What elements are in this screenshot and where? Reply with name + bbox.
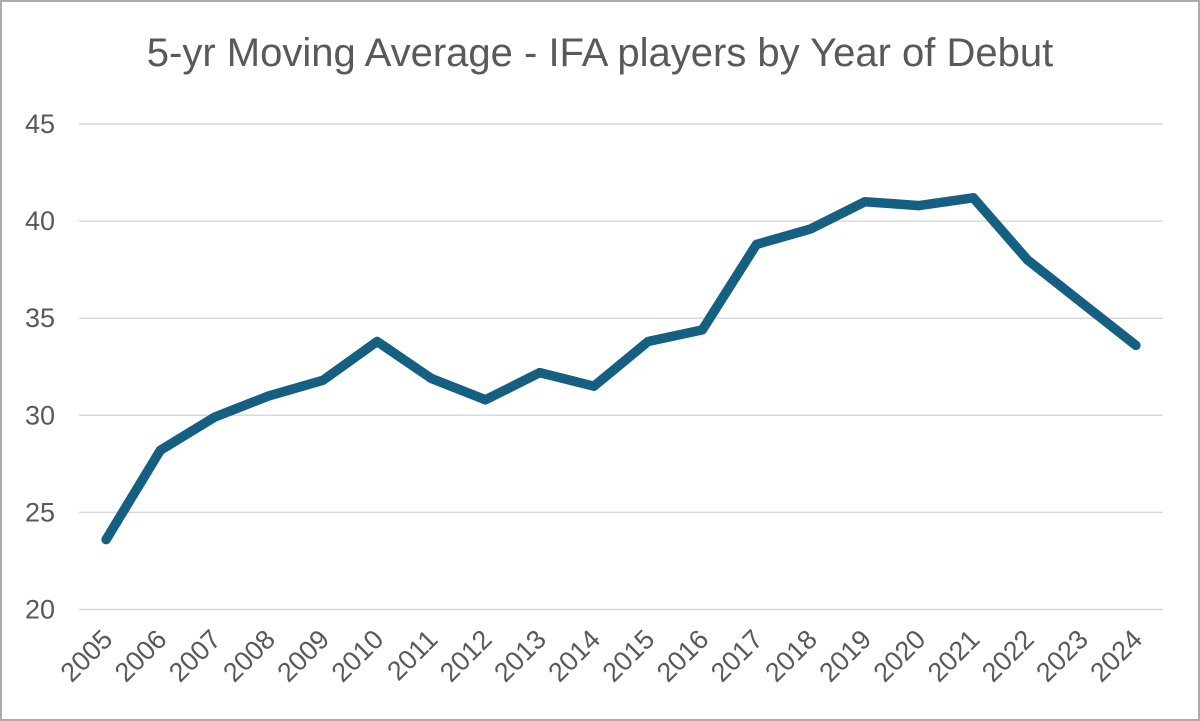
y-tick-label: 25 (25, 497, 55, 527)
y-tick-label: 35 (25, 303, 55, 333)
x-tick-label: 2016 (651, 624, 715, 688)
x-tick-label: 2005 (55, 624, 119, 688)
x-tick-label: 2015 (597, 624, 661, 688)
chart-title: 5-yr Moving Average - IFA players by Yea… (146, 31, 1054, 75)
x-tick-label: 2020 (868, 624, 932, 688)
x-tick-label: 2010 (326, 624, 390, 688)
y-tick-label: 30 (25, 400, 55, 430)
x-tick-label: 2023 (1030, 624, 1094, 688)
x-tick-label: 2007 (163, 624, 227, 688)
x-tick-label: 2013 (488, 624, 552, 688)
x-tick-label: 2022 (976, 624, 1040, 688)
y-tick-label: 45 (25, 109, 55, 139)
x-tick-label: 2017 (705, 624, 769, 688)
x-tick-label: 2008 (217, 624, 281, 688)
x-tick-label: 2019 (813, 624, 877, 688)
x-tick-label: 2018 (759, 624, 823, 688)
x-tick-label: 2006 (109, 624, 173, 688)
x-tick-label: 2011 (381, 624, 443, 686)
y-tick-label: 40 (25, 206, 55, 236)
x-tick-label: 2024 (1084, 624, 1148, 688)
x-tick-label: 2012 (434, 624, 498, 688)
x-tick-label: 2014 (542, 624, 606, 688)
x-tick-label: 2021 (922, 624, 986, 688)
y-tick-label: 20 (25, 595, 55, 625)
x-tick-label: 2009 (271, 624, 335, 688)
data-line-series (101, 193, 1141, 545)
